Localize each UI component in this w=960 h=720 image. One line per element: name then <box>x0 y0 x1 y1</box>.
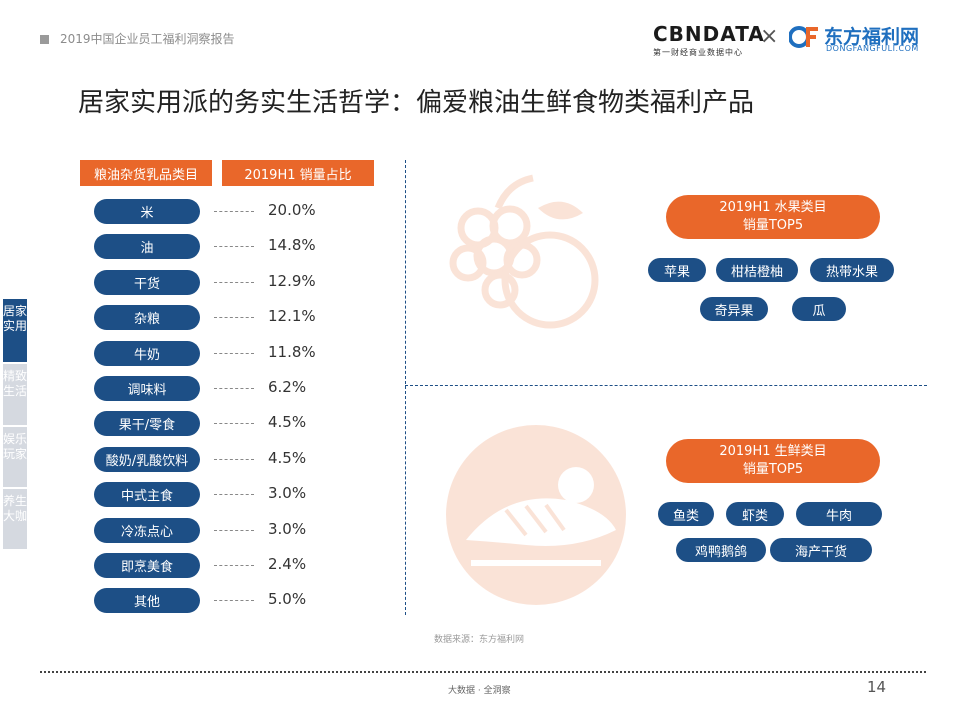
header-square-icon <box>40 35 49 44</box>
cross-icon: × <box>760 24 779 49</box>
fresh-header-line2: 销量TOP5 <box>742 462 804 477</box>
footer-brand: 大数据 · 全洞察 <box>448 686 511 696</box>
share-value: 14.8% <box>268 236 316 254</box>
share-value: 3.0% <box>268 520 307 538</box>
category-pill: 酸奶/乳酸饮料 <box>94 447 200 472</box>
fresh-item-2: 虾类 <box>726 502 784 526</box>
fruit-item-1: 苹果 <box>648 258 706 282</box>
row-connector <box>214 600 254 601</box>
category-pill: 干货 <box>94 270 200 295</box>
row-connector <box>214 459 254 460</box>
row-connector <box>214 211 254 212</box>
side-tab-entertainment[interactable]: 娱乐玩家 <box>3 427 27 487</box>
dongfang-logo-url: DONGFANGFULI.COM <box>826 44 919 53</box>
row-connector <box>214 353 254 354</box>
fresh-top5-header: 2019H1 生鲜类目 销量TOP5 <box>666 439 880 483</box>
share-value: 3.0% <box>268 484 307 502</box>
category-pill: 油 <box>94 234 200 259</box>
category-column-header: 粮油杂货乳品类目 <box>80 160 212 186</box>
fruit-item-5: 瓜 <box>792 297 846 321</box>
share-value: 6.2% <box>268 378 307 396</box>
category-pill: 调味料 <box>94 376 200 401</box>
share-value: 11.8% <box>268 343 316 361</box>
category-pill: 中式主食 <box>94 482 200 507</box>
row-connector <box>214 317 254 318</box>
fresh-item-5: 海产干货 <box>770 538 872 562</box>
report-title: 2019中国企业员工福利洞察报告 <box>60 32 235 46</box>
fresh-item-4: 鸡鸭鹅鸽 <box>676 538 766 562</box>
dongfang-logo-name: 东方福利网 <box>824 26 920 48</box>
row-connector <box>214 494 254 495</box>
fruit-item-2: 柑桔橙柚 <box>716 258 798 282</box>
seafood-watermark-icon <box>446 425 626 605</box>
dongfang-logo-icon <box>789 26 818 48</box>
page-title: 居家实用派的务实生活哲学：偏爱粮油生鲜食物类福利产品 <box>78 88 755 118</box>
side-tab-home-practical[interactable]: 居家实用 <box>3 299 27 362</box>
fruit-header-line1: 2019H1 水果类目 <box>719 200 827 215</box>
share-value: 20.0% <box>268 201 316 219</box>
fruit-top5-header: 2019H1 水果类目 销量TOP5 <box>666 195 880 239</box>
fruit-watermark-icon <box>449 174 599 329</box>
row-connector <box>214 282 254 283</box>
share-value: 12.1% <box>268 307 316 325</box>
row-connector <box>214 423 254 424</box>
fresh-header-line1: 2019H1 生鲜类目 <box>719 444 827 459</box>
data-source: 数据来源：东方福利网 <box>434 635 525 645</box>
share-value: 5.0% <box>268 590 307 608</box>
horizontal-divider <box>405 385 927 386</box>
share-value: 2.4% <box>268 555 307 573</box>
fruit-item-4: 奇异果 <box>700 297 768 321</box>
category-pill: 即烹美食 <box>94 553 200 578</box>
category-pill: 冷冻点心 <box>94 518 200 543</box>
vertical-divider <box>405 160 406 615</box>
share-value: 4.5% <box>268 449 307 467</box>
page-number: 14 <box>867 678 887 696</box>
category-pill: 杂粮 <box>94 305 200 330</box>
category-pill: 其他 <box>94 588 200 613</box>
footer-divider <box>40 671 926 673</box>
category-pill: 果干/零食 <box>94 411 200 436</box>
fresh-item-1: 鱼类 <box>658 502 714 526</box>
row-connector <box>214 565 254 566</box>
cbndata-logo-subtitle: 第一财经商业数据中心 <box>653 48 743 57</box>
side-tab-refined-life[interactable]: 精致生活 <box>3 364 27 425</box>
fruit-header-line2: 销量TOP5 <box>742 218 804 233</box>
share-value: 4.5% <box>268 413 307 431</box>
row-connector <box>214 388 254 389</box>
category-pill: 米 <box>94 199 200 224</box>
row-connector <box>214 246 254 247</box>
share-column-header: 2019H1 销量占比 <box>222 160 374 186</box>
share-value: 12.9% <box>268 272 316 290</box>
fresh-item-3: 牛肉 <box>796 502 882 526</box>
row-connector <box>214 530 254 531</box>
category-pill: 牛奶 <box>94 341 200 366</box>
side-tab-wellness[interactable]: 养生大咖 <box>3 489 27 549</box>
fruit-item-3: 热带水果 <box>810 258 894 282</box>
cbndata-logo: CBNDATA <box>653 22 765 46</box>
